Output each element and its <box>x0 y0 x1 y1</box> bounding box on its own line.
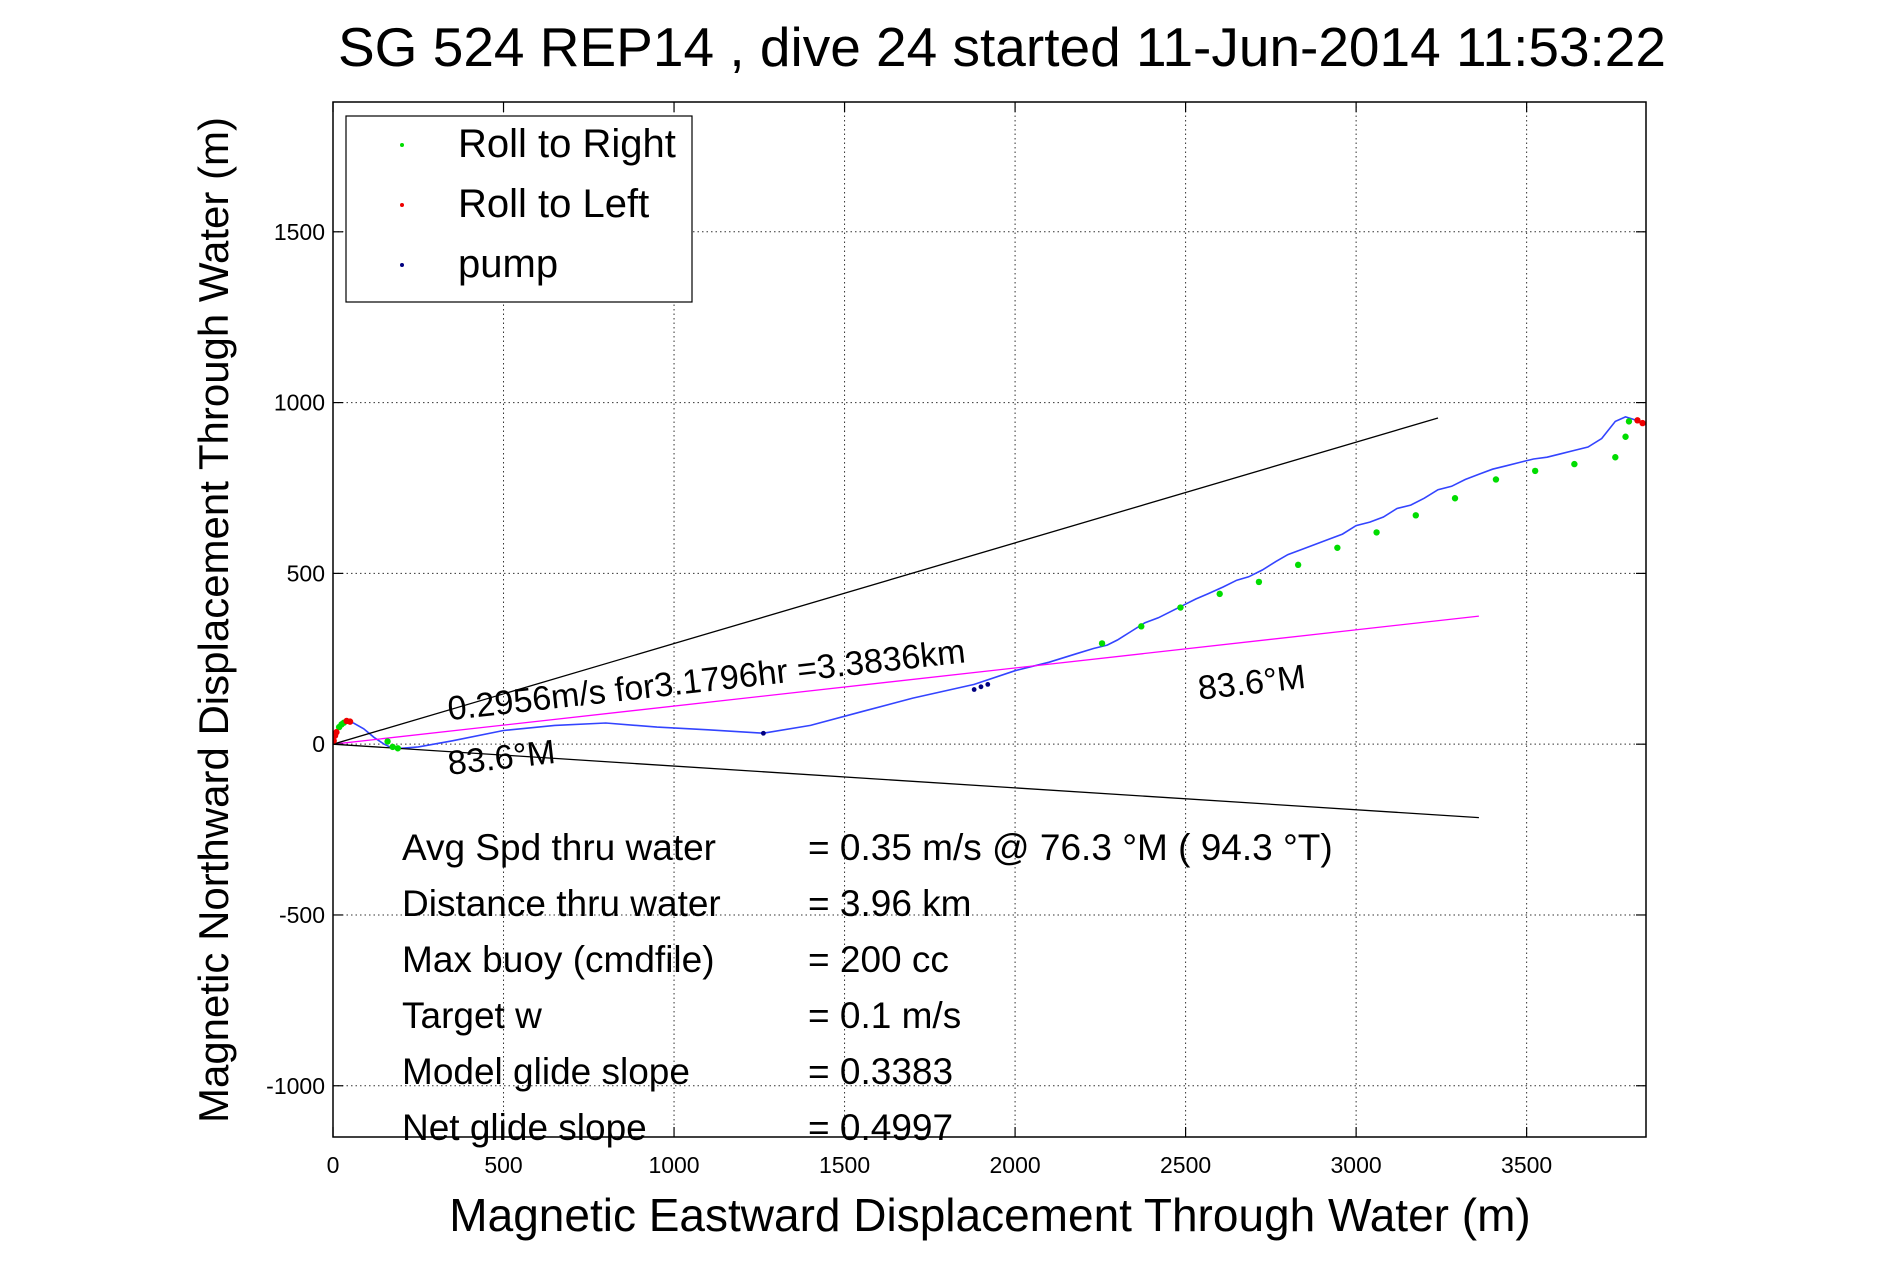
grid-lines <box>332 102 1646 1137</box>
roll-right-marker <box>1622 433 1629 440</box>
y-axis-label: Magnetic Northward Displacement Through … <box>190 117 237 1123</box>
series-line-lower-bound <box>333 743 1479 819</box>
stat-label: Avg Spd thru water <box>402 827 716 868</box>
stat-value: = 0.1 m/s <box>808 995 961 1036</box>
stat-value: = 0.4997 <box>808 1107 953 1148</box>
roll-right-marker <box>1216 590 1223 598</box>
stats-block: Avg Spd thru water = 0.35 m/s @ 76.3 °M (… <box>402 827 1333 1148</box>
x-tick-label: 2000 <box>989 1152 1040 1178</box>
y-tick-label: 1500 <box>274 219 325 245</box>
pump-marker <box>971 687 977 692</box>
x-tick-label: 3000 <box>1331 1152 1382 1178</box>
legend-marker <box>400 203 404 207</box>
series-line-heading-line <box>333 615 1479 745</box>
roll-right-marker <box>1334 544 1341 551</box>
x-tick-label: 500 <box>484 1152 522 1178</box>
roll-left-marker <box>333 729 340 736</box>
series-line-upper-bound <box>333 417 1439 745</box>
pump-marker <box>760 730 766 736</box>
roll-right-marker <box>1412 512 1419 519</box>
chart-title: SG 524 REP14 , dive 24 started 11-Jun-20… <box>338 16 1666 78</box>
roll-right-marker <box>1625 418 1633 425</box>
roll-left-marker <box>1634 417 1641 424</box>
stat-value: = 3.96 km <box>808 883 972 924</box>
stat-label: Net glide slope <box>402 1107 647 1148</box>
stat-label: Model glide slope <box>402 1051 690 1092</box>
legend-label: Roll to Right <box>458 122 676 166</box>
legend-box <box>345 115 693 303</box>
legend-marker <box>400 143 404 147</box>
stat-value: = 200 cc <box>808 939 949 980</box>
roll-right-marker <box>1531 467 1539 475</box>
roll-right-marker <box>1294 561 1302 569</box>
roll-right-marker <box>1255 578 1263 586</box>
x-axis-label: Magnetic Eastward Displacement Through W… <box>449 1189 1530 1241</box>
roll-right-marker <box>1612 454 1619 461</box>
series-markers <box>333 417 1646 752</box>
legend-marker <box>400 263 404 267</box>
y-tick-label: 500 <box>287 560 325 586</box>
roll-right-marker <box>1571 460 1578 468</box>
roll-right-marker <box>384 738 391 745</box>
roll-left-marker <box>1639 419 1646 427</box>
roll-right-marker <box>394 745 401 752</box>
y-tick-label: 0 <box>312 731 325 757</box>
roll-right-marker <box>1177 604 1184 611</box>
x-tick-label: 0 <box>327 1152 340 1178</box>
stat-label: Max buoy (cmdfile) <box>402 939 715 980</box>
x-tick-label: 1000 <box>648 1152 699 1178</box>
roll-right-marker <box>1492 476 1500 483</box>
y-tick-label: 1000 <box>274 390 325 416</box>
series-lines <box>333 416 1646 819</box>
axis-ticks: 0 500 1000 1500 2000 2500 3000 3500 -1000 -500 0 50… <box>266 102 1646 1178</box>
x-tick-label: 3500 <box>1501 1152 1552 1178</box>
legend-label: Roll to Left <box>458 182 649 226</box>
stat-value: = 0.35 m/s @ 76.3 °M ( 94.3 °T) <box>808 827 1333 868</box>
series-line-track <box>333 416 1646 750</box>
roll-right-marker <box>1451 495 1459 502</box>
roll-left-marker <box>333 737 337 744</box>
x-tick-label: 1500 <box>819 1152 870 1178</box>
x-tick-label: 2500 <box>1160 1152 1211 1178</box>
stat-label: Target w <box>402 995 542 1036</box>
stat-value: = 0.3383 <box>808 1051 953 1092</box>
roll-right-marker <box>1098 640 1106 647</box>
stat-label: Distance thru water <box>402 883 721 924</box>
y-tick-label: -1000 <box>266 1073 325 1099</box>
y-tick-label: -500 <box>279 902 325 928</box>
roll-left-marker <box>346 718 354 725</box>
pump-marker <box>985 682 991 687</box>
pump-marker <box>978 684 984 690</box>
roll-right-marker <box>389 743 396 751</box>
roll-right-marker <box>1373 529 1380 536</box>
legend-label: pump <box>458 242 558 286</box>
plot-frame <box>332 101 1647 1138</box>
roll-right-marker <box>1138 623 1145 630</box>
legend: Roll to Right Roll to Left pump <box>345 115 693 303</box>
